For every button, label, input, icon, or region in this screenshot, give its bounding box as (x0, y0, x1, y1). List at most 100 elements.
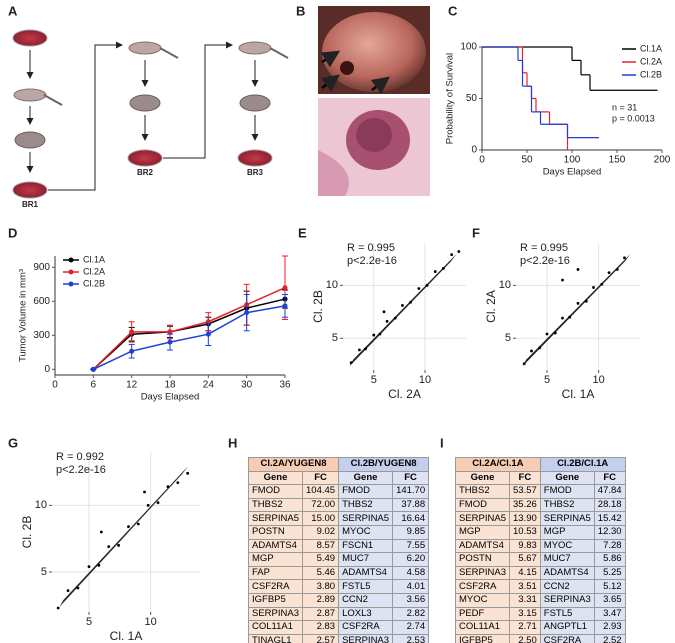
table-cell: 5.12 (593, 579, 626, 594)
diagram-label: BR3 (247, 168, 264, 177)
x-tick-label: 0 (479, 155, 485, 166)
data-point (553, 331, 557, 335)
table-cell: 2.71 (509, 620, 541, 635)
table-row: MYOC 3.31 SERPINA3 3.65 (455, 592, 626, 608)
table-cell: 3.47 (593, 606, 626, 622)
data-point (600, 282, 604, 286)
x-tick-label: 24 (203, 380, 215, 391)
y-axis-title: Tumor Volume in mm³ (18, 269, 29, 362)
table-row: MGP 5.49 MUC7 6.20 (248, 552, 430, 567)
data-point (442, 267, 445, 270)
table-cell: FMOD (248, 484, 303, 499)
table-cell: SERPINA5 (539, 511, 595, 526)
table-cell: 9.02 (301, 524, 340, 540)
table-cell: 53.57 (509, 484, 541, 499)
table-cell: 4.01 (392, 579, 430, 594)
table-cell: Cl.2A/YUGEN8 (247, 457, 340, 472)
legend-marker (68, 269, 74, 275)
y-tick-label: 900 (33, 262, 50, 273)
x-tick-label: 5 (371, 374, 377, 386)
y-tick-label: 0 (44, 364, 50, 375)
data-point (156, 501, 160, 505)
data-point (90, 366, 96, 372)
data-point (56, 606, 60, 610)
data-point (615, 268, 619, 271)
data-point (244, 310, 250, 316)
annotation: p<2.2e-16 (520, 255, 570, 267)
table-cell: Gene (338, 470, 394, 486)
table-cell: 2.83 (301, 620, 340, 635)
data-point (358, 348, 361, 352)
table-cell: THBS2 (539, 497, 595, 513)
data-point (167, 339, 173, 345)
table-cell: FC (593, 470, 626, 486)
x-tick-label: 10 (419, 374, 431, 386)
x-tick-label: 200 (654, 155, 671, 166)
table-cell: SERPINA3 (455, 565, 510, 581)
table-cell: COL11A1 (455, 620, 510, 635)
legend-label: Cl.2A (640, 56, 662, 66)
table-cell: SERPINA5 (338, 511, 394, 526)
panel-letter: I (440, 435, 444, 450)
table-row: PEDF 3.15 FSTL5 3.47 (455, 606, 626, 622)
table-row: CSF2RA 3.80 FSTL5 4.01 (248, 579, 430, 594)
table-cell: MYOC (455, 592, 510, 608)
table-row: FMOD 104.45 FMOD 141.70 (248, 484, 430, 499)
table-cell: 3.80 (301, 579, 340, 594)
annotation: R = 0.992 (56, 451, 104, 463)
data-point (364, 347, 367, 351)
data-point (401, 304, 404, 307)
table-cell: MUC7 (338, 552, 394, 567)
x-tick-label: 150 (609, 155, 626, 166)
table-cell: FC (301, 470, 340, 486)
y-axis-title: Cl. 2B (20, 516, 34, 549)
data-point (530, 349, 533, 353)
y-tick-label: 300 (33, 330, 50, 341)
table-row: FMOD 35.26 THBS2 28.18 (455, 497, 626, 513)
x-tick-label: 100 (564, 155, 581, 166)
y-axis-title: Cl. 2A (484, 290, 498, 323)
panel-letter: E (298, 225, 307, 240)
data-point (378, 332, 382, 336)
data-point (205, 331, 211, 337)
table-cell: ADAMTS4 (338, 565, 394, 581)
histology-image (318, 98, 430, 196)
table-row: CSF2RA 3.51 CCN2 5.12 (455, 579, 626, 594)
data-point (385, 319, 389, 323)
table-cell: Cl.2B/YUGEN8 (338, 457, 430, 472)
table-cell: 9.85 (392, 524, 430, 540)
table-cell: 9.83 (509, 538, 541, 554)
data-point (143, 490, 146, 494)
table-row: SERPINA3 4.15 ADAMTS4 5.25 (455, 565, 626, 581)
data-point (136, 522, 140, 526)
x-tick-label: 18 (164, 380, 176, 391)
x-tick-label: 50 (521, 155, 533, 166)
table-cell: 13.90 (509, 511, 541, 526)
data-point (568, 315, 572, 319)
table-cell: 3.15 (509, 606, 541, 622)
panel-letter: G (8, 435, 18, 450)
data-point (409, 300, 413, 304)
table-cell: Gene (248, 470, 303, 486)
table-cell: CSF2RA (539, 633, 595, 643)
table-row: IGFBP5 2.50 CSF2RA 2.52 (455, 633, 626, 643)
series-line (92, 298, 286, 370)
table-cell: MYOC (539, 538, 595, 554)
table-cell: FMOD (455, 497, 510, 513)
data-point (584, 299, 588, 303)
table-cell: 8.57 (301, 538, 340, 554)
data-point (87, 565, 91, 569)
table-cell: FMOD (338, 484, 394, 499)
table-cell: MUC7 (539, 552, 595, 567)
legend-label: Cl.2B (640, 69, 662, 79)
table-row: POSTN 5.67 MUC7 5.86 (455, 552, 626, 567)
table-cell: 12.30 (593, 524, 626, 540)
table-cell: 2.82 (392, 606, 430, 622)
diagram-label: BR2 (137, 168, 154, 177)
data-point (382, 310, 386, 314)
table-cell: CCN2 (338, 592, 394, 608)
table-cell: FSCN1 (338, 538, 394, 554)
x-tick-label: 6 (91, 380, 97, 391)
table-cell: 4.58 (392, 565, 430, 581)
table-cell: 15.00 (301, 511, 340, 526)
